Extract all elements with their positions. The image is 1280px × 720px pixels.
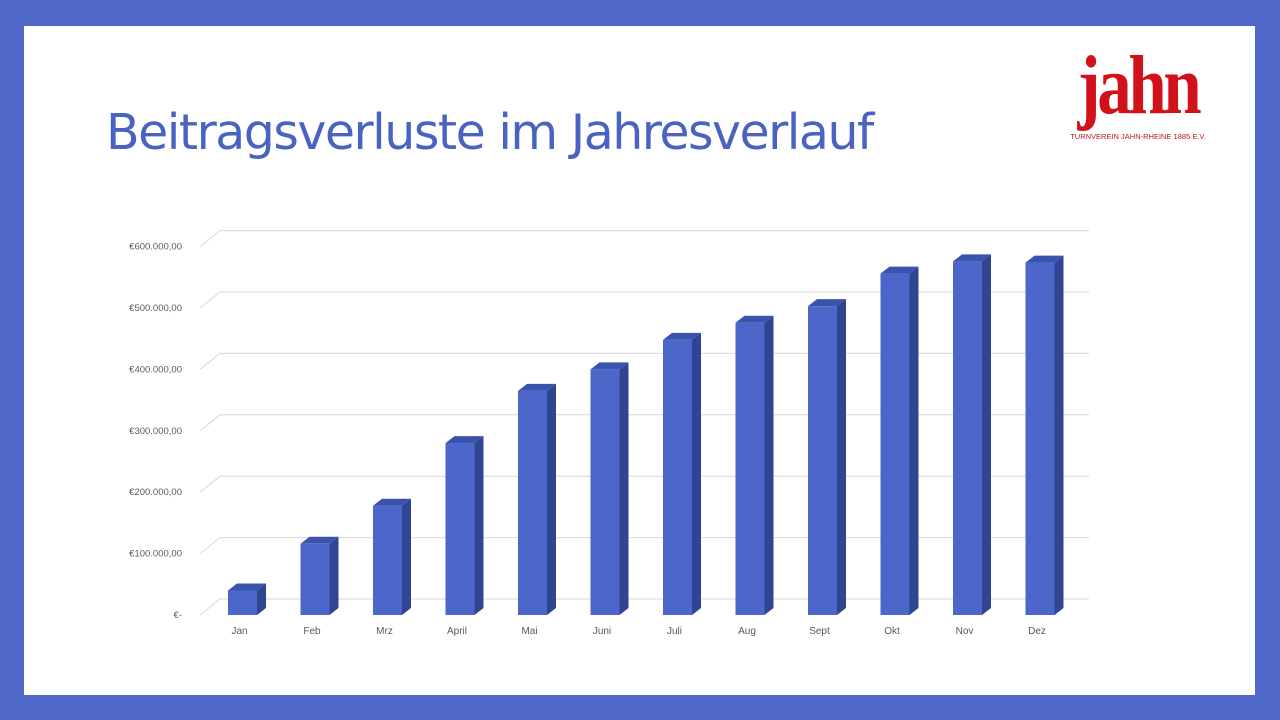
bar-side: [982, 254, 991, 615]
bar-side: [257, 583, 266, 615]
bar-top: [953, 254, 991, 262]
bar: [953, 261, 982, 615]
bar-top: [880, 266, 919, 274]
x-tick-label: Mai: [521, 626, 537, 637]
bar-top: [590, 362, 629, 370]
bar-top: [445, 436, 484, 444]
bar: [1025, 262, 1055, 615]
bar: [735, 322, 765, 615]
bar: [880, 273, 910, 615]
x-tick-label: Sept: [809, 626, 830, 637]
bar-side: [474, 436, 484, 615]
bar-chart: €- €100.000,00 €200.000,00 €300.000,00 €400.…: [129, 230, 1089, 637]
gridline-depth: [199, 414, 221, 432]
gridline-depth: [199, 353, 221, 370]
bar: [808, 306, 837, 615]
x-tick-label: Aug: [738, 626, 756, 637]
y-tick-label: €300.000,00: [129, 426, 182, 437]
logo-subtitle: TURNVEREIN JAHN-RHEINE 1885 E.V.: [1070, 132, 1206, 141]
bar-top: [808, 299, 846, 307]
x-tick-label: Okt: [884, 626, 900, 637]
slide-title: Beitragsverluste im Jahresverlauf: [106, 104, 874, 161]
bar-side: [692, 332, 701, 615]
logo-wordmark: jahn: [1077, 39, 1202, 132]
bar-top: [228, 583, 266, 591]
gridline-depth: [199, 475, 221, 493]
bar-top: [735, 315, 774, 323]
gridline-depth: [199, 230, 221, 247]
bar: [373, 505, 402, 615]
bar: [590, 369, 620, 615]
x-tick-label: Juli: [667, 626, 682, 637]
bar-side: [837, 299, 846, 615]
y-tick-label: €200.000,00: [129, 487, 182, 498]
gridline-depth: [199, 291, 221, 309]
x-tick-label: Juni: [593, 626, 611, 637]
x-tick-label: Dez: [1028, 626, 1046, 637]
bar: [518, 390, 547, 615]
x-tick-label: Nov: [956, 626, 974, 637]
bar-top: [1025, 255, 1064, 263]
bar-side: [764, 315, 774, 615]
bar-side: [619, 362, 629, 615]
y-tick-label: €-: [174, 610, 182, 621]
y-tick-label: €400.000,00: [129, 364, 182, 375]
bar-side: [329, 536, 339, 615]
y-tick-label: €600.000,00: [129, 242, 182, 253]
x-tick-label: Mrz: [376, 626, 393, 637]
x-tick-label: Jan: [231, 626, 247, 637]
x-tick-label: Feb: [303, 626, 321, 637]
bar: [663, 339, 692, 615]
bar-side: [402, 498, 411, 615]
y-tick-label: €100.000,00: [129, 549, 182, 560]
slide: Beitragsverluste im Jahresverlauf jahn T…: [24, 26, 1255, 695]
bar-top: [300, 536, 339, 544]
gridline-depth: [199, 598, 221, 616]
bar-top: [518, 383, 556, 391]
bar-top: [373, 498, 411, 506]
gridline-depth: [199, 537, 221, 554]
bar-side: [547, 383, 556, 615]
bar-side: [1054, 255, 1064, 615]
bar: [300, 543, 330, 615]
bar-top: [663, 332, 701, 340]
bar: [228, 590, 257, 615]
bar-side: [909, 266, 919, 615]
jahn-logo: jahn TURNVEREIN JAHN-RHEINE 1885 E.V.: [1058, 44, 1218, 148]
x-tick-label: April: [447, 626, 467, 637]
bar: [445, 443, 475, 615]
y-tick-label: €500.000,00: [129, 303, 182, 314]
